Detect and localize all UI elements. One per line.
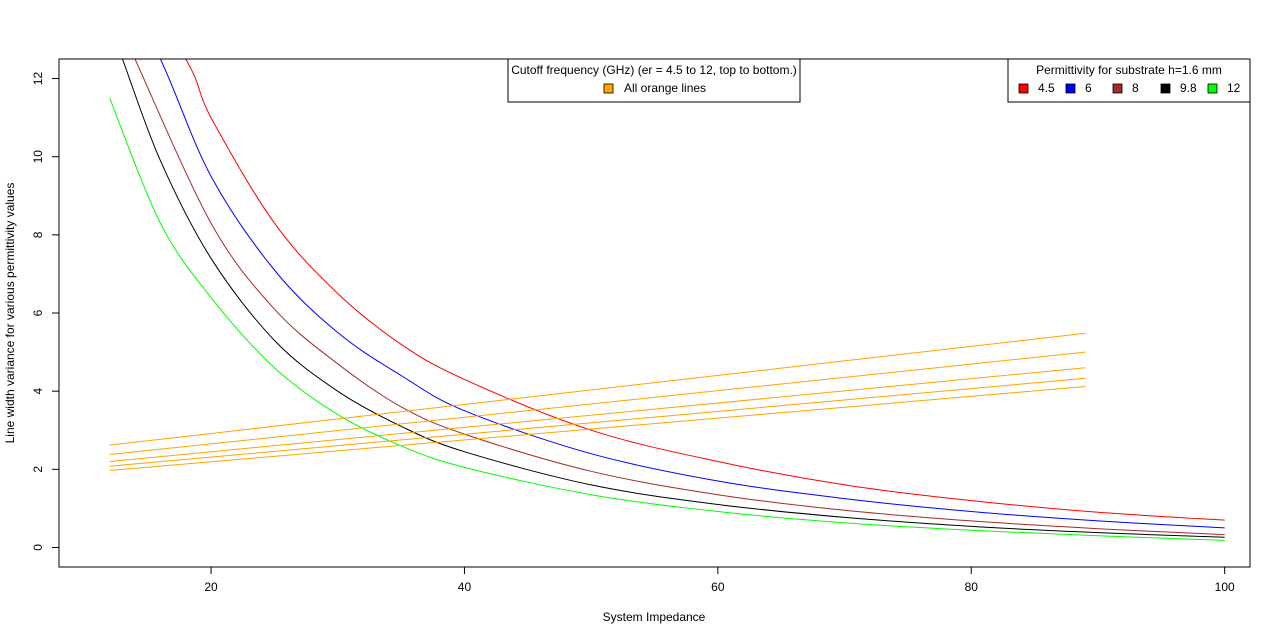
series-line-8 xyxy=(134,59,1225,536)
x-tick-label: 20 xyxy=(204,580,218,594)
legend-label-4-5: 4.5 xyxy=(1038,81,1055,95)
y-axis-label: Line width variance for various permitti… xyxy=(3,183,17,444)
legend-cutoff-swatch xyxy=(603,83,614,94)
cutoff-line-3 xyxy=(109,367,1086,462)
legend-label-9-8: 9.8 xyxy=(1180,81,1197,95)
x-tick-label: 60 xyxy=(711,580,725,594)
legend-swatch-4-5 xyxy=(1018,83,1029,94)
x-tick-label: 40 xyxy=(458,580,472,594)
cutoff-line-1 xyxy=(109,332,1086,446)
y-tick-label: 2 xyxy=(31,466,45,473)
legend-cutoff-title: Cutoff frequency (GHz) (er = 4.5 to 12, … xyxy=(511,63,797,77)
cutoff-line-4 xyxy=(109,377,1086,467)
series-line-6 xyxy=(159,59,1225,529)
legend-cutoff-label: All orange lines xyxy=(624,81,706,95)
legend-permittivity-title: Permittivity for substrate h=1.6 mm xyxy=(1036,63,1222,77)
legend-label-6: 6 xyxy=(1085,81,1092,95)
x-tick-label: 100 xyxy=(1215,580,1235,594)
legend-label-8: 8 xyxy=(1132,81,1139,95)
x-tick-label: 80 xyxy=(965,580,979,594)
plot-frame xyxy=(58,58,1251,568)
y-tick-label: 6 xyxy=(31,309,45,316)
legend-label-12: 12 xyxy=(1227,81,1241,95)
legend-permittivity-box xyxy=(1007,58,1251,103)
legend-cutoff: Cutoff frequency (GHz) (er = 4.5 to 12, … xyxy=(507,58,801,103)
legend-swatch-6 xyxy=(1065,83,1076,94)
series-line-12 xyxy=(109,97,1225,541)
y-tick-label: 12 xyxy=(31,72,45,86)
legend-permittivity: Permittivity for substrate h=1.6 mm 4.5 6… xyxy=(1007,58,1251,103)
y-tick-label: 0 xyxy=(31,544,45,551)
x-axis-label: System Impedance xyxy=(603,610,706,624)
legend-swatch-9-8 xyxy=(1160,83,1171,94)
cutoff-line-2 xyxy=(109,351,1086,455)
series-line-4-5 xyxy=(185,59,1225,521)
y-tick-label: 4 xyxy=(31,387,45,394)
y-tick-label: 8 xyxy=(31,231,45,238)
y-tick-label: 10 xyxy=(31,150,45,164)
series-line-9-8 xyxy=(121,59,1225,538)
legend-cutoff-box xyxy=(507,58,801,103)
legend-swatch-8 xyxy=(1112,83,1123,94)
cutoff-line-5 xyxy=(109,386,1086,471)
legend-swatch-12 xyxy=(1207,83,1218,94)
